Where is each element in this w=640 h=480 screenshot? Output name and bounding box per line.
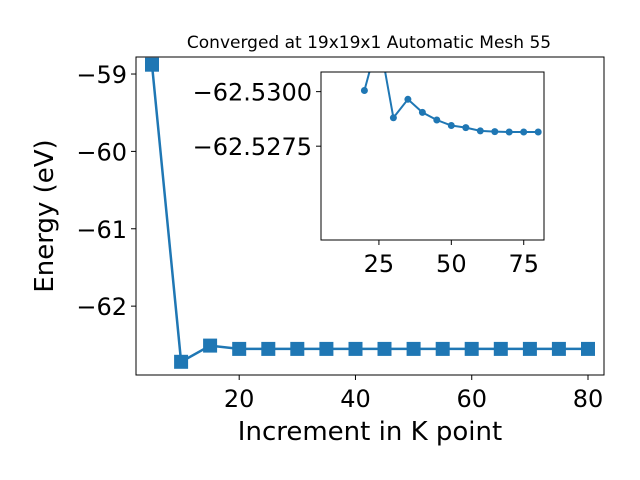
main-data-point <box>435 341 450 356</box>
inset-y-tick-label: −62.5300 <box>193 79 312 107</box>
inset-x-ticks: 25 50 75 <box>364 240 539 278</box>
inset-data-point <box>476 127 484 135</box>
chart-title: Converged at 19x19x1 Automatic Mesh 55 <box>187 33 551 53</box>
main-plot: Converged at 19x19x1 Automatic Mesh 55 2… <box>30 33 605 447</box>
main-data-point <box>348 341 363 356</box>
main-x-ticks: 20 40 60 80 <box>224 375 603 413</box>
main-data-point <box>551 341 566 356</box>
inset-x-tick-label: 25 <box>364 250 395 278</box>
main-data-point <box>493 341 508 356</box>
main-axes-frame <box>135 56 605 376</box>
main-data-point <box>261 341 276 356</box>
main-data-point <box>581 341 595 356</box>
inset-data-point <box>447 122 455 129</box>
main-y-tick-label: −62 <box>76 293 127 321</box>
inset-y-ticks: −62.5300 −62.5275 <box>193 79 321 161</box>
inset-y-tick-label: −62.5275 <box>193 133 312 161</box>
main-data-point <box>377 341 392 356</box>
main-data-point <box>522 341 537 356</box>
main-data-point <box>319 341 334 356</box>
main-y-tick-label: −59 <box>76 61 127 89</box>
main-series-markers <box>145 57 595 369</box>
inset-x-tick-label: 50 <box>436 250 467 278</box>
inset-data-point <box>462 124 470 132</box>
main-y-tick-label: −61 <box>76 216 127 244</box>
inset-x-tick-label: 75 <box>508 250 539 278</box>
x-axis-label: Increment in K point <box>238 417 502 447</box>
main-data-point <box>290 341 305 356</box>
main-x-tick-label: 20 <box>224 385 255 413</box>
inset-data-point <box>491 128 499 136</box>
inset-series-markers <box>360 87 542 136</box>
main-data-point <box>145 57 159 72</box>
main-data-point <box>406 341 421 356</box>
main-data-point <box>203 338 218 353</box>
inset-data-point <box>520 128 528 136</box>
main-data-point <box>464 341 479 356</box>
inset-data-point <box>404 95 412 103</box>
inset-axes-frame <box>320 71 545 241</box>
y-axis-label: Energy (eV) <box>30 139 60 292</box>
main-y-ticks: −62 −61 −60 −59 <box>76 61 136 321</box>
main-data-point <box>174 354 189 369</box>
inset-data-point <box>505 128 513 136</box>
main-x-tick-label: 80 <box>573 385 604 413</box>
inset-data-point <box>360 87 368 94</box>
main-series-line <box>150 64 588 364</box>
main-x-tick-label: 60 <box>456 385 487 413</box>
inset-plot: 25 50 75 −62.5300 −62.5275 <box>193 71 545 278</box>
inset-data-point <box>389 114 397 122</box>
inset-background <box>321 72 544 240</box>
inset-data-point <box>433 116 441 124</box>
inset-data-point <box>534 128 542 136</box>
main-x-tick-label: 40 <box>340 385 371 413</box>
main-y-tick-label: −60 <box>76 138 127 166</box>
main-series <box>150 64 588 364</box>
main-data-point <box>232 341 247 356</box>
inset-data-point <box>418 108 426 116</box>
